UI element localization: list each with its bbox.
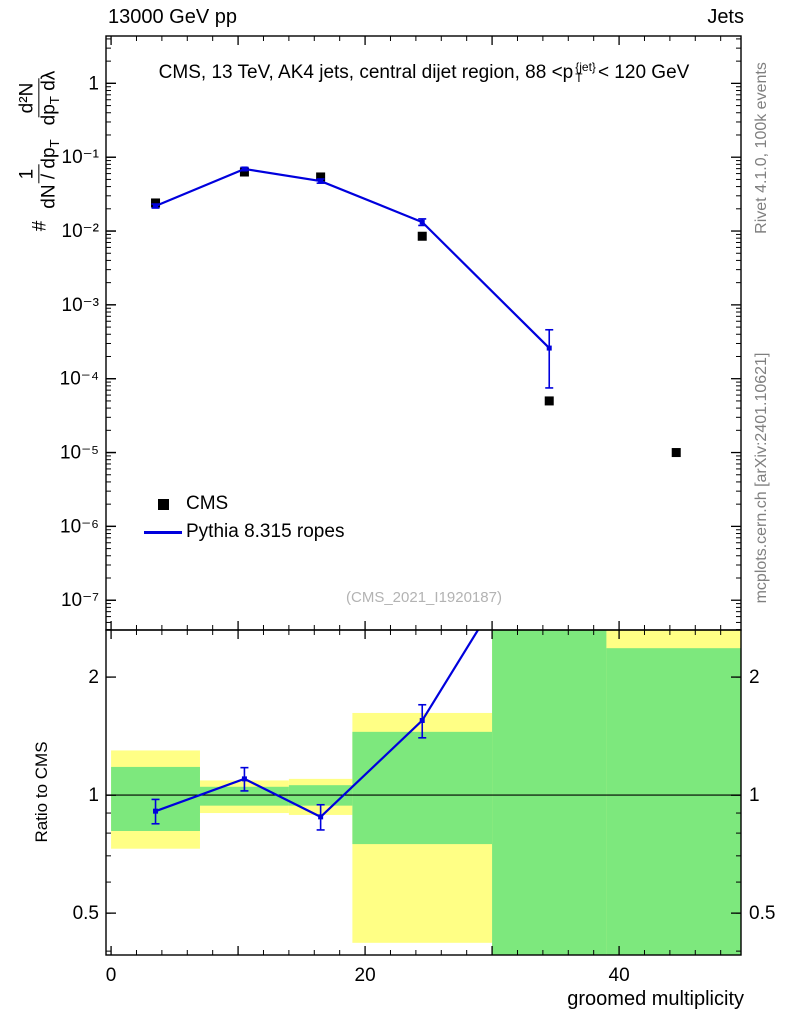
pt-jet-supsub: {jet} T — [575, 60, 596, 85]
legend-item-cms: CMS — [140, 490, 344, 518]
legend-label-pythia: Pythia 8.315 ropes — [186, 521, 345, 542]
svg-text:10⁻²: 10⁻² — [62, 221, 100, 242]
ratio-y-axis-label: Ratio to CMS — [32, 741, 51, 843]
plot-title-prefix: CMS, 13 TeV, AK4 jets, central dijet reg… — [158, 62, 574, 84]
svg-text:0.5: 0.5 — [73, 903, 99, 924]
ylabel-prefix: # — [29, 220, 50, 232]
svg-text:10⁻⁶: 10⁻⁶ — [60, 516, 99, 537]
svg-text:10⁻⁴: 10⁻⁴ — [60, 369, 99, 390]
svg-text:2: 2 — [749, 667, 760, 688]
svg-text:10⁻¹: 10⁻¹ — [62, 147, 100, 168]
svg-text:2: 2 — [88, 667, 99, 688]
legend-label-cms: CMS — [186, 493, 229, 514]
cms-square-marker-icon — [157, 498, 169, 510]
plot-title-suffix: < 120 GeV — [597, 62, 690, 84]
svg-text:10⁻⁷: 10⁻⁷ — [61, 590, 99, 611]
svg-text:40: 40 — [609, 965, 630, 986]
mcplots-attribution-note: mcplots.cern.ch [arXiv:2401.10621] — [753, 352, 770, 604]
analysis-id-watermark: (CMS_2021_I1920187) — [346, 589, 502, 606]
svg-text:10⁻³: 10⁻³ — [62, 295, 100, 316]
pythia-line-marker-icon — [144, 530, 182, 534]
rivet-version-note: Rivet 4.1.0, 100k events — [753, 62, 770, 234]
svg-text:0: 0 — [106, 965, 117, 986]
legend: CMS Pythia 8.315 ropes — [140, 490, 344, 546]
ylabel-fraction-2: d²N dpT dλ — [16, 70, 63, 126]
analysis-group-label: Jets — [707, 6, 744, 28]
plot-title: CMS, 13 TeV, AK4 jets, central dijet reg… — [106, 60, 742, 85]
main-y-axis-label: # 1 dN / dpT d²N dpT dλ — [16, 69, 63, 232]
svg-text:10⁻⁵: 10⁻⁵ — [60, 443, 99, 464]
legend-item-pythia: Pythia 8.315 ropes — [140, 518, 344, 546]
svg-text:0.5: 0.5 — [749, 903, 775, 924]
svg-text:1: 1 — [88, 73, 99, 94]
x-axis-label: groomed multiplicity — [567, 988, 744, 1010]
svg-text:20: 20 — [355, 965, 376, 986]
svg-text:1: 1 — [749, 785, 760, 806]
beam-energy-label: 13000 GeV pp — [108, 6, 237, 28]
ylabel-fraction-1: 1 dN / dpT — [16, 139, 63, 209]
svg-text:1: 1 — [88, 785, 99, 806]
